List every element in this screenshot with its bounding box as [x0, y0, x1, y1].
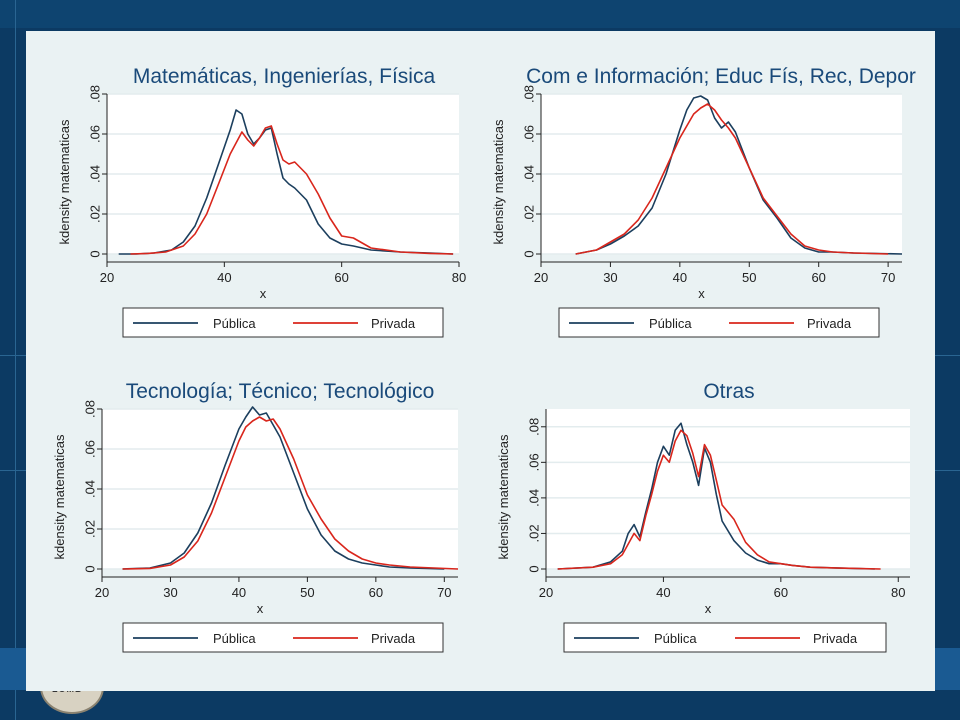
y-tick-label: .04 [522, 165, 537, 183]
x-tick-label: 20 [95, 585, 109, 600]
y-tick-label: .06 [83, 440, 98, 458]
y-tick-label: .02 [83, 520, 98, 538]
x-axis-label: x [257, 601, 264, 616]
series-line-privada [122, 416, 459, 570]
legend: Pública Privada [122, 307, 444, 338]
y-tick-label: .04 [88, 165, 103, 183]
legend-label: Pública [654, 631, 697, 646]
chart-title: Otras [703, 380, 754, 403]
series-line-privada [130, 125, 454, 255]
y-axis-label: kdensity matematicas [496, 434, 511, 559]
x-tick-label: 70 [881, 270, 895, 285]
legend: Pública Privada [122, 622, 444, 653]
y-tick-label: .06 [88, 125, 103, 143]
y-tick-label: .04 [527, 489, 542, 507]
y-tick-label: .02 [527, 524, 542, 542]
legend-label: Pública [213, 631, 256, 646]
x-tick-label: 40 [673, 270, 687, 285]
legend-label: Privada [371, 631, 416, 646]
legend-label: Privada [807, 316, 852, 331]
x-tick-label: 30 [603, 270, 617, 285]
legend: Pública Privada [558, 307, 880, 338]
x-tick-label: 60 [369, 585, 383, 600]
y-tick-label: .06 [522, 125, 537, 143]
y-tick-label: .04 [83, 480, 98, 498]
x-tick-label: 60 [811, 270, 825, 285]
x-tick-label: 40 [217, 270, 231, 285]
background-line [15, 0, 16, 720]
chart-4: 0 .02 .04 .06 .08 20 40 60 80 x kdensity matematic… [496, 380, 910, 653]
legend-label: Pública [649, 316, 692, 331]
series-line-privada [557, 429, 881, 570]
y-tick-label: 0 [522, 250, 537, 257]
x-tick-label: 80 [452, 270, 466, 285]
x-tick-label: 50 [300, 585, 314, 600]
x-tick-label: 60 [774, 585, 788, 600]
background-band-top [0, 0, 960, 28]
x-tick-label: 20 [539, 585, 553, 600]
series-line-publica [118, 109, 454, 255]
y-tick-label: 0 [83, 565, 98, 572]
y-tick-label: 0 [88, 250, 103, 257]
x-axis-label: x [260, 286, 267, 301]
y-tick-label: .06 [527, 453, 542, 471]
legend-label: Privada [371, 316, 416, 331]
y-tick-label: .02 [88, 205, 103, 223]
x-tick-label: 60 [334, 270, 348, 285]
y-tick-label: .08 [527, 418, 542, 436]
kdensity-charts: 0 .02 .04 .06 .08 20 40 60 80 x kdensity matematic… [52, 65, 916, 653]
y-axis-label: kdensity matematicas [52, 434, 67, 559]
x-tick-label: 40 [232, 585, 246, 600]
series-line-privada [575, 103, 889, 255]
series-line-publica [575, 95, 903, 255]
y-axis-label: kdensity matematicas [57, 119, 72, 244]
legend-label: Pública [213, 316, 256, 331]
plot-area [546, 409, 910, 569]
y-tick-label: .02 [522, 205, 537, 223]
x-tick-label: 30 [163, 585, 177, 600]
x-axis-label: x [698, 286, 705, 301]
y-axis-label: kdensity matematicas [491, 119, 506, 244]
x-tick-label: 50 [742, 270, 756, 285]
x-axis-label: x [705, 601, 712, 616]
chart-title: Matemáticas, Ingenierías, Física [133, 65, 436, 88]
chart-title: Com e Información; Educ Fís, Rec, Depor [526, 65, 916, 88]
legend: Pública Privada [563, 622, 887, 653]
chart-panel: 0 .02 .04 .06 .08 20 40 60 80 x kdensity matematic… [26, 31, 935, 691]
y-tick-label: .08 [83, 400, 98, 418]
y-tick-label: .08 [522, 85, 537, 103]
chart-3: 0 .02 .04 .06 .08 20 30 40 50 60 70 x kdensity matem… [52, 380, 459, 653]
x-tick-label: 20 [100, 270, 114, 285]
x-tick-label: 20 [534, 270, 548, 285]
series-line-publica [122, 406, 445, 570]
x-tick-label: 40 [656, 585, 670, 600]
x-tick-label: 70 [437, 585, 451, 600]
chart-2: 0 .02 .04 .06 .08 20 30 40 50 60 70 x kdensity matem… [491, 65, 916, 338]
y-tick-label: .08 [88, 85, 103, 103]
chart-1: 0 .02 .04 .06 .08 20 40 60 80 x kdensity matematic… [57, 65, 466, 338]
legend-label: Privada [813, 631, 858, 646]
y-tick-label: 0 [527, 565, 542, 572]
x-tick-label: 80 [891, 585, 905, 600]
series-line-publica [557, 422, 875, 570]
chart-title: Tecnología; Técnico; Tecnológico [126, 380, 435, 403]
